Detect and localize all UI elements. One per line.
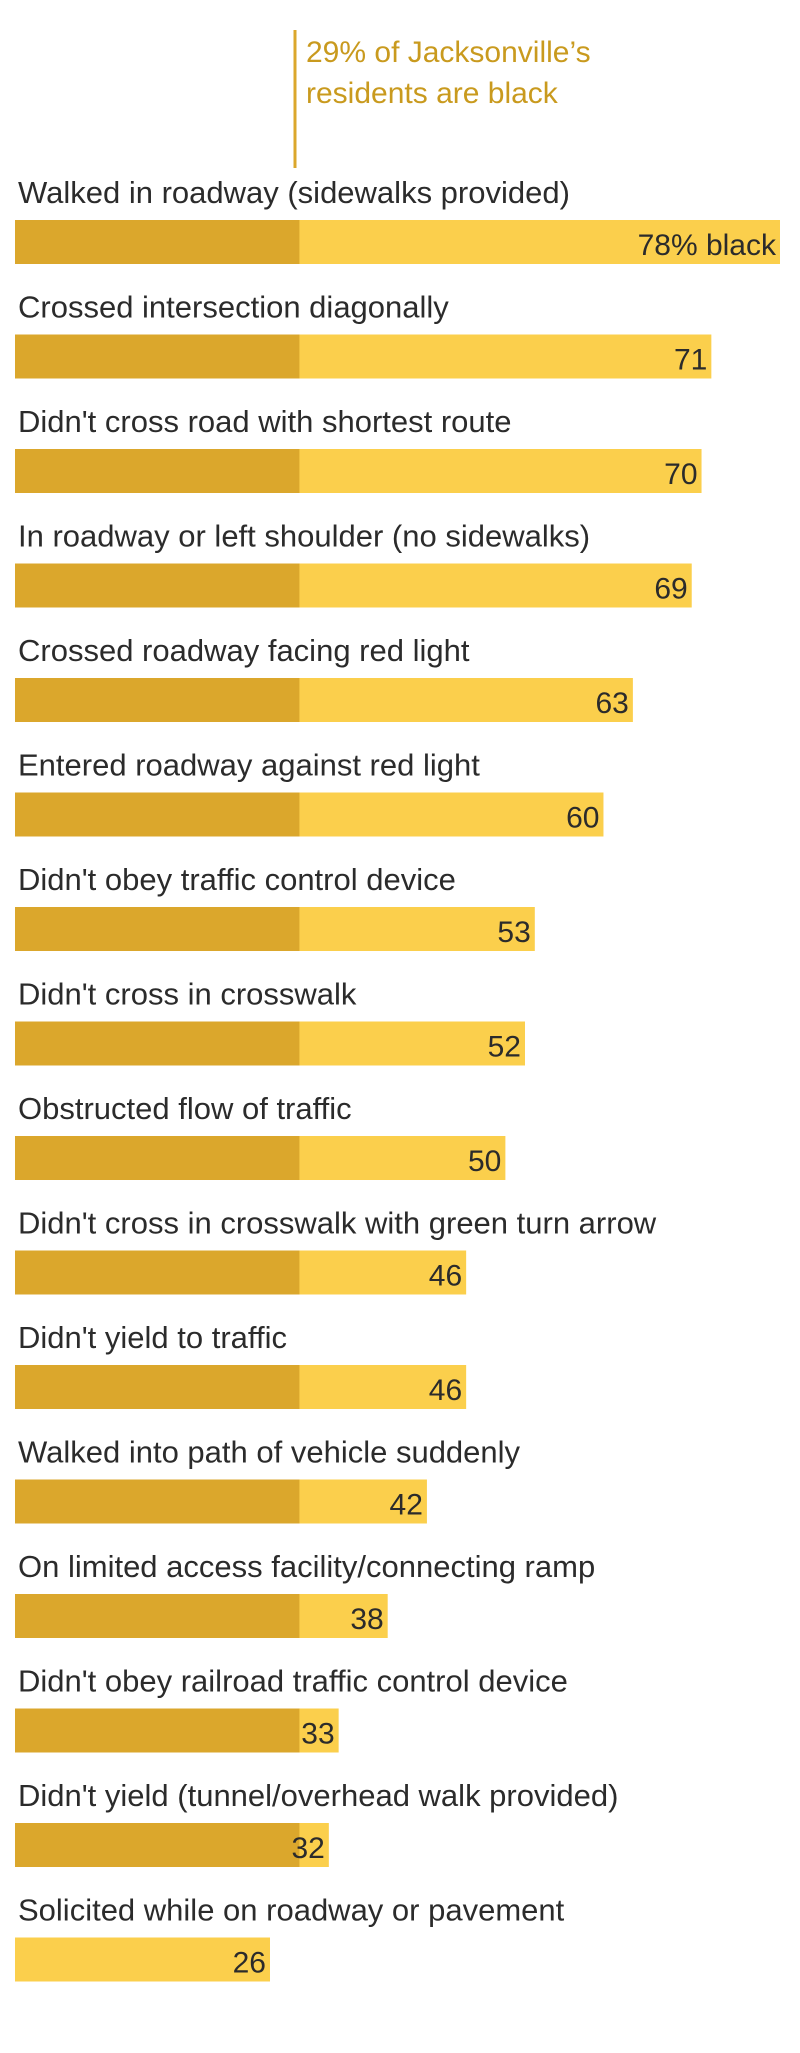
- bar-row: Didn't cross road with shortest route 70: [15, 404, 702, 493]
- value-label: 63: [596, 687, 629, 720]
- category-label: Didn't obey traffic control device: [18, 862, 456, 897]
- value-label: 50: [468, 1145, 501, 1178]
- bar-reference-segment: [15, 907, 300, 951]
- bar-reference-segment: [15, 220, 300, 264]
- category-label: Obstructed flow of traffic: [18, 1091, 352, 1126]
- category-label: Didn't obey railroad traffic control dev…: [18, 1664, 568, 1699]
- bar-row: Didn't cross in crosswalk 52: [15, 977, 525, 1066]
- value-label: 33: [301, 1718, 334, 1751]
- category-label: Didn't cross road with shortest route: [18, 404, 512, 439]
- category-label: On limited access facility/connecting ra…: [18, 1549, 595, 1584]
- value-label: 46: [429, 1260, 462, 1293]
- bar-reference-segment: [15, 1250, 300, 1295]
- annotation-line-2: residents are black: [306, 77, 559, 110]
- value-label: 53: [497, 916, 530, 949]
- bar-row: Solicited while on roadway or pavement 26: [15, 1893, 565, 1982]
- value-label: 60: [566, 802, 599, 835]
- category-label: Didn't cross in crosswalk: [18, 977, 357, 1012]
- bar-reference-segment: [15, 1708, 300, 1753]
- value-label: 32: [291, 1832, 324, 1865]
- category-label: Crossed roadway facing red light: [18, 633, 470, 668]
- bar-reference-segment: [15, 1479, 300, 1524]
- bar-reference-segment: [15, 678, 300, 722]
- category-label: Didn't yield to traffic: [18, 1320, 287, 1355]
- bar-row: Entered roadway against red light 60: [15, 748, 604, 837]
- bar-reference-segment: [15, 449, 300, 493]
- bar-row: Didn't yield (tunnel/overhead walk provi…: [15, 1778, 618, 1867]
- bar-reference-segment: [15, 1136, 300, 1180]
- value-label: 70: [664, 458, 697, 491]
- bar-row: Walked into path of vehicle suddenly 42: [15, 1435, 521, 1524]
- bar-row: Crossed intersection diagonally 71: [15, 290, 712, 379]
- bar-reference-segment: [15, 563, 300, 608]
- bar-row: In roadway or left shoulder (no sidewalk…: [15, 519, 692, 608]
- bar-row: Didn't obey traffic control device 53: [15, 862, 535, 951]
- value-label: 78% black: [638, 229, 777, 262]
- bar-reference-segment: [15, 1021, 300, 1066]
- bar-row: Obstructed flow of traffic 50: [15, 1091, 506, 1180]
- value-label: 26: [233, 1947, 266, 1980]
- category-label: Walked into path of vehicle suddenly: [18, 1435, 521, 1470]
- bar-row: On limited access facility/connecting ra…: [15, 1549, 595, 1638]
- bar-reference-segment: [15, 1365, 300, 1409]
- bar-row: Walked in roadway (sidewalks provided) 78…: [15, 175, 780, 264]
- bar-reference-segment: [15, 334, 300, 379]
- annotation-line-1: 29% of Jacksonville’s: [306, 36, 591, 69]
- bar-reference-segment: [15, 1823, 300, 1867]
- value-label: 71: [674, 344, 707, 377]
- bar-row: Crossed roadway facing red light 63: [15, 633, 633, 722]
- value-label: 38: [350, 1603, 383, 1636]
- bar-row: Didn't cross in crosswalk with green tur…: [15, 1206, 657, 1295]
- category-label: In roadway or left shoulder (no sidewalk…: [18, 519, 590, 554]
- bar-rows: Walked in roadway (sidewalks provided) 78…: [15, 175, 780, 1982]
- category-label: Entered roadway against red light: [18, 748, 480, 783]
- value-label: 46: [429, 1374, 462, 1407]
- category-label: Crossed intersection diagonally: [18, 290, 449, 325]
- value-label: 52: [488, 1031, 521, 1064]
- value-label: 69: [654, 573, 687, 606]
- category-label: Didn't yield (tunnel/overhead walk provi…: [18, 1778, 618, 1813]
- category-label: Solicited while on roadway or pavement: [18, 1893, 565, 1928]
- bar-reference-segment: [15, 792, 300, 837]
- category-label: Walked in roadway (sidewalks provided): [18, 175, 570, 210]
- bar: [15, 1937, 270, 1982]
- category-label: Didn't cross in crosswalk with green tur…: [18, 1206, 657, 1241]
- bar-reference-segment: [15, 1594, 300, 1638]
- value-label: 42: [390, 1489, 423, 1522]
- bar-row: Didn't yield to traffic 46: [15, 1320, 467, 1409]
- bar-row: Didn't obey railroad traffic control dev…: [15, 1664, 568, 1753]
